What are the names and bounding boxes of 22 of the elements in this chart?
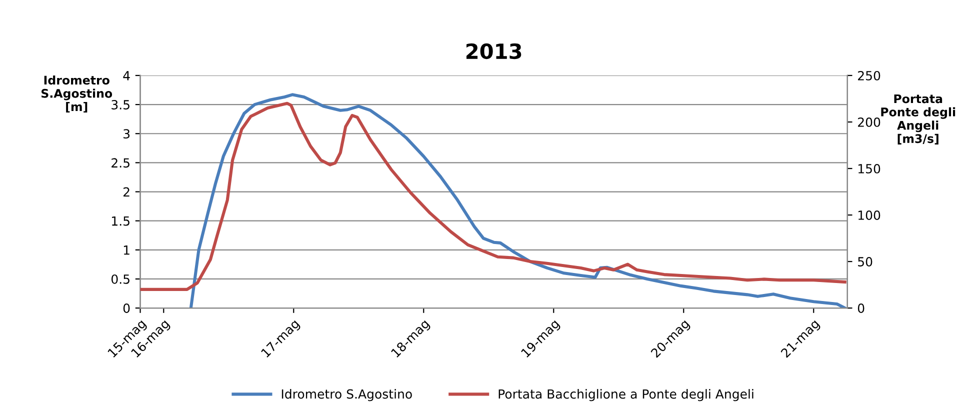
y2-tick-label: 150 bbox=[858, 164, 880, 174]
y-tick-label: 1.5 bbox=[112, 216, 130, 226]
legend-label: Idrometro S.Agostino bbox=[282, 389, 412, 402]
y-tick-label: 0.5 bbox=[111, 274, 130, 284]
y-tick-label: 1 bbox=[124, 246, 130, 255]
line-series bbox=[140, 102, 846, 291]
line-series bbox=[189, 93, 846, 308]
y2-tick-label: 0 bbox=[858, 304, 864, 313]
y-tick-label: 4 bbox=[123, 71, 130, 80]
y2-tick-label: 250 bbox=[858, 70, 880, 80]
legend-label: Portata Bacchiglione a Ponte degli Angeli bbox=[498, 389, 754, 402]
y2-tick-label: 100 bbox=[858, 210, 880, 220]
y-tick-label: 2 bbox=[123, 187, 130, 197]
y2-tick-label: 200 bbox=[858, 117, 880, 127]
y-axis-title: Idrometro S.Agostino [m] bbox=[42, 75, 112, 113]
y2-axis-title: Portata Ponte degli Angeli [m3/s] bbox=[881, 94, 956, 144]
chart-title: 2013 bbox=[466, 43, 522, 60]
y-tick-label: 3 bbox=[124, 129, 130, 139]
y-tick-label: 0 bbox=[123, 304, 130, 313]
y2-tick-label: 50 bbox=[858, 257, 872, 266]
y-tick-label: 3.5 bbox=[112, 100, 130, 110]
y-tick-label: 2.5 bbox=[112, 158, 130, 168]
